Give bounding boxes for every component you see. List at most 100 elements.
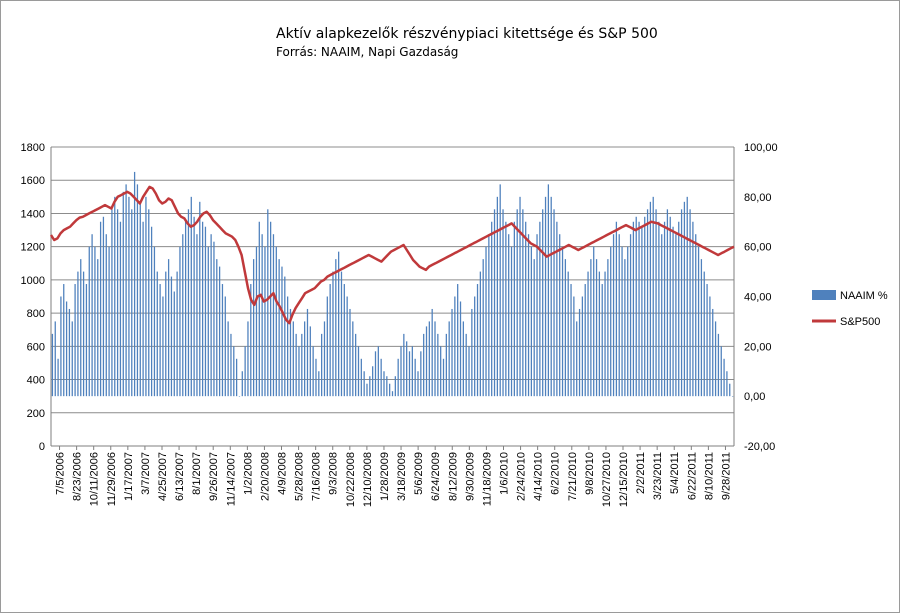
left-tick-label: 400	[27, 375, 45, 387]
naaim-bar	[116, 209, 119, 397]
naaim-bar	[423, 333, 425, 397]
naaim-bar	[638, 221, 640, 397]
left-tick-label: 1000	[21, 275, 45, 287]
naaim-bar	[111, 209, 113, 397]
naaim-bar	[60, 296, 62, 397]
x-tick-label: 12/10/2008	[362, 452, 374, 507]
naaim-bar	[680, 209, 683, 397]
naaim-bar	[431, 308, 433, 397]
right-tick-label: -20,00	[744, 441, 775, 453]
naaim-bar	[675, 234, 677, 397]
naaim-bar	[162, 296, 164, 397]
naaim-bar	[567, 271, 569, 397]
naaim-bar	[91, 234, 93, 397]
x-tick-label: 6/13/2007	[174, 452, 186, 501]
x-tick-label: 6/2/2010	[550, 452, 562, 495]
naaim-bar	[125, 184, 127, 397]
naaim-bar	[485, 246, 487, 397]
naaim-bar	[519, 196, 521, 397]
naaim-bar	[570, 284, 572, 397]
x-tick-label: 2/24/2010	[516, 452, 528, 501]
naaim-bar	[148, 209, 150, 397]
naaim-bar	[533, 259, 535, 397]
naaim-bar	[261, 234, 263, 397]
naaim-bar	[516, 209, 518, 397]
naaim-bar	[576, 321, 578, 397]
x-tick-label: 9/8/2010	[584, 452, 596, 495]
x-tick-label: 7/16/2008	[311, 452, 323, 501]
naaim-bar	[709, 296, 711, 397]
x-tick-label: 10/27/2010	[601, 452, 613, 507]
naaim-bar	[142, 221, 144, 397]
naaim-bar	[522, 209, 524, 397]
naaim-bar	[476, 284, 479, 397]
naaim-bar	[304, 321, 306, 397]
naaim-bar	[193, 216, 195, 397]
naaim-bar	[723, 358, 725, 397]
naaim-bar	[68, 308, 71, 397]
naaim-bar	[329, 284, 331, 397]
naaim-bar	[267, 209, 269, 397]
x-tick-label: 1/28/2009	[379, 452, 391, 501]
naaim-bar	[165, 271, 167, 397]
naaim-bar	[553, 209, 555, 397]
right-axis-ticks: -20,00 0,00 20,00 40,00 60,00 80,00 100,00	[744, 142, 778, 453]
naaim-bar	[153, 246, 156, 397]
naaim-bar	[683, 201, 686, 397]
naaim-bar	[646, 209, 649, 397]
naaim-bar	[397, 358, 399, 397]
naaim-bar	[544, 196, 547, 397]
naaim-bar	[700, 259, 703, 397]
legend-sp500-label: S&P500	[840, 316, 880, 328]
naaim-bar	[658, 221, 660, 397]
naaim-bar	[74, 284, 76, 397]
naaim-bar	[108, 246, 110, 397]
naaim-bar	[593, 246, 595, 397]
x-tick-label: 5/4/2011	[669, 452, 681, 494]
naaim-bar	[471, 308, 473, 397]
naaim-bar	[726, 371, 728, 397]
naaim-bar	[491, 221, 493, 397]
naaim-bar	[663, 221, 666, 397]
naaim-bar	[692, 221, 694, 397]
naaim-bar	[255, 246, 258, 397]
x-tick-label: 3/7/2007	[140, 452, 152, 495]
naaim-bar	[306, 308, 309, 397]
naaim-bar	[287, 296, 289, 397]
naaim-bar	[54, 321, 56, 397]
naaim-bar	[278, 259, 280, 397]
naaim-bar	[301, 333, 303, 397]
naaim-bar	[587, 271, 589, 397]
naaim-bar	[352, 321, 354, 397]
naaim-bar	[173, 291, 175, 397]
x-tick-label: 9/28/2011	[720, 452, 732, 500]
naaim-bar	[156, 271, 158, 397]
naaim-bar	[661, 234, 663, 397]
naaim-bar	[292, 321, 294, 397]
legend: NAAIM % S&P500	[812, 290, 888, 328]
naaim-bar	[652, 196, 654, 397]
naaim-bar	[542, 209, 544, 397]
naaim-bar	[201, 221, 204, 397]
naaim-bar	[527, 234, 530, 397]
x-tick-label: 8/12/2009	[447, 452, 459, 501]
naaim-bar	[269, 221, 272, 397]
naaim-bar	[213, 241, 215, 397]
naaim-bar	[561, 246, 564, 397]
x-tick-label: 2/2/2011	[635, 452, 647, 494]
naaim-bar	[499, 184, 501, 397]
naaim-bar	[386, 376, 388, 397]
naaim-bar	[502, 209, 504, 397]
naaim-bar	[590, 259, 592, 397]
naaim-bar	[131, 209, 133, 397]
naaim-bar	[335, 259, 337, 397]
naaim-bar	[233, 346, 235, 397]
x-tick-label: 3/23/2011	[652, 452, 664, 500]
naaim-bar	[272, 234, 275, 397]
naaim-bar	[689, 209, 691, 397]
x-tick-label: 11/18/2009	[481, 452, 493, 506]
naaim-bar	[346, 296, 348, 397]
naaim-bar	[573, 296, 575, 397]
naaim-bar	[729, 383, 731, 397]
